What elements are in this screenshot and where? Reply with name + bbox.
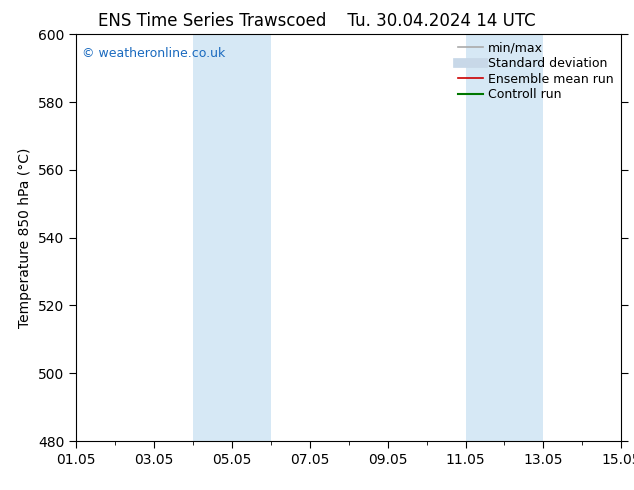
Y-axis label: Temperature 850 hPa (°C): Temperature 850 hPa (°C) <box>18 147 32 328</box>
Bar <box>193 34 271 441</box>
Text: ENS Time Series Trawscoed    Tu. 30.04.2024 14 UTC: ENS Time Series Trawscoed Tu. 30.04.2024… <box>98 12 536 30</box>
Text: © weatheronline.co.uk: © weatheronline.co.uk <box>82 47 225 59</box>
Title: ENS Time Series Trawscoed    Tu. 30.04.2024 14 UTC: ENS Time Series Trawscoed Tu. 30.04.2024… <box>0 489 1 490</box>
Bar <box>465 34 543 441</box>
Legend: min/max, Standard deviation, Ensemble mean run, Controll run: min/max, Standard deviation, Ensemble me… <box>453 37 619 106</box>
